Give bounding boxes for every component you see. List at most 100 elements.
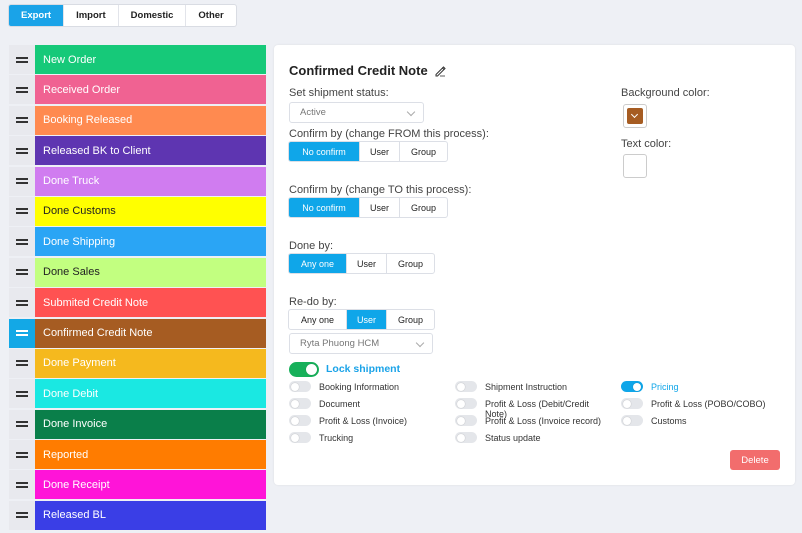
process-label[interactable]: Done Invoice <box>35 409 266 439</box>
confirm-to-option-group[interactable]: Group <box>399 198 447 217</box>
redo-by-option-group[interactable]: Group <box>386 310 434 329</box>
permission-toggle[interactable] <box>289 432 311 443</box>
text-color-picker[interactable] <box>623 154 647 178</box>
tab-export[interactable]: Export <box>9 5 64 26</box>
process-label[interactable]: Done Truck <box>35 166 266 196</box>
confirm-from-option-group[interactable]: Group <box>399 142 447 161</box>
process-row[interactable]: Confirmed Credit Note <box>9 318 266 348</box>
done-by-option-group[interactable]: Group <box>386 254 434 273</box>
redo-by-segmented: Any one User Group <box>288 309 435 330</box>
process-label[interactable]: Confirmed Credit Note <box>35 318 266 348</box>
process-label[interactable]: Done Shipping <box>35 227 266 257</box>
process-row[interactable]: Done Receipt <box>9 470 266 500</box>
redo-user-select[interactable]: Ryta Phuong HCM <box>289 333 433 354</box>
shipment-status-select[interactable]: Active <box>289 102 424 123</box>
permission-toggle[interactable] <box>621 398 643 409</box>
tab-other[interactable]: Other <box>185 5 235 26</box>
drag-handle-icon[interactable] <box>9 318 35 348</box>
lock-shipment-toggle[interactable] <box>289 362 319 377</box>
permission-toggle[interactable] <box>289 415 311 426</box>
process-label[interactable]: Done Sales <box>35 257 266 287</box>
process-label[interactable]: Submited Credit Note <box>35 288 266 318</box>
process-row[interactable]: Done Invoice <box>9 409 266 439</box>
background-color-picker[interactable] <box>623 104 647 128</box>
process-row[interactable]: Booking Released <box>9 105 266 135</box>
confirm-from-option-user[interactable]: User <box>359 142 399 161</box>
process-type-tabs: Export Import Domestic Other <box>8 4 237 27</box>
permission-toggle[interactable] <box>455 398 477 409</box>
process-row[interactable]: Reported <box>9 440 266 470</box>
toggle-knob <box>291 382 299 391</box>
permission-toggle[interactable] <box>621 415 643 426</box>
tab-domestic[interactable]: Domestic <box>117 5 186 26</box>
permission-toggle[interactable] <box>455 432 477 443</box>
confirm-to-option-no-confirm[interactable]: No confirm <box>289 198 359 217</box>
process-label[interactable]: Done Receipt <box>35 470 266 500</box>
process-row[interactable]: Done Customs <box>9 196 266 226</box>
process-label[interactable]: Released BK to Client <box>35 136 266 166</box>
process-label[interactable]: New Order <box>35 45 266 74</box>
drag-handle-icon[interactable] <box>9 500 35 530</box>
drag-handle-icon[interactable] <box>9 166 35 196</box>
permission-label: Profit & Loss (Invoice record) <box>485 416 602 426</box>
permission-toggle[interactable] <box>289 381 311 392</box>
confirm-from-option-no-confirm[interactable]: No confirm <box>289 142 359 161</box>
process-label[interactable]: Reported <box>35 440 266 470</box>
process-row[interactable]: Done Sales <box>9 257 266 287</box>
drag-handle-icon[interactable] <box>9 379 35 409</box>
permission-label: Status update <box>485 433 541 443</box>
drag-handle-icon[interactable] <box>9 470 35 500</box>
chevron-down-icon <box>630 110 639 119</box>
drag-handle-icon[interactable] <box>9 440 35 470</box>
edit-icon[interactable] <box>434 65 446 77</box>
process-row[interactable]: Done Payment <box>9 348 266 378</box>
permission-toggle[interactable] <box>455 415 477 426</box>
process-label[interactable]: Done Payment <box>35 348 266 378</box>
process-row[interactable]: New Order <box>9 45 266 74</box>
drag-lines-icon <box>16 178 28 185</box>
drag-handle-icon[interactable] <box>9 136 35 166</box>
drag-handle-icon[interactable] <box>9 75 35 105</box>
delete-button[interactable]: Delete <box>730 450 780 470</box>
process-label[interactable]: Released BL <box>35 500 266 530</box>
toggle-knob <box>623 416 631 425</box>
permission-toggle[interactable] <box>289 398 311 409</box>
process-label[interactable]: Received Order <box>35 75 266 105</box>
drag-handle-icon[interactable] <box>9 196 35 226</box>
drag-handle-icon[interactable] <box>9 45 35 74</box>
background-color-label: Background color: <box>621 87 710 99</box>
done-by-option-user[interactable]: User <box>346 254 386 273</box>
redo-by-option-user[interactable]: User <box>346 310 386 329</box>
confirm-from-label: Confirm by (change FROM this process): <box>289 128 489 140</box>
redo-by-label: Re-do by: <box>289 296 337 308</box>
drag-lines-icon <box>16 390 28 397</box>
drag-handle-icon[interactable] <box>9 257 35 287</box>
process-row[interactable]: Released BK to Client <box>9 136 266 166</box>
drag-lines-icon <box>16 147 28 154</box>
process-row[interactable]: Done Truck <box>9 166 266 196</box>
permission-toggle[interactable] <box>621 381 643 392</box>
permission-label: Trucking <box>319 433 354 443</box>
process-row[interactable]: Done Debit <box>9 379 266 409</box>
process-row[interactable]: Received Order <box>9 75 266 105</box>
drag-handle-icon[interactable] <box>9 105 35 135</box>
done-by-option-any-one[interactable]: Any one <box>289 254 346 273</box>
process-label[interactable]: Booking Released <box>35 105 266 135</box>
permission-toggle[interactable] <box>455 381 477 392</box>
drag-handle-icon[interactable] <box>9 288 35 318</box>
process-label[interactable]: Done Debit <box>35 379 266 409</box>
drag-handle-icon[interactable] <box>9 227 35 257</box>
process-label[interactable]: Done Customs <box>35 196 266 226</box>
process-row[interactable]: Done Shipping <box>9 227 266 257</box>
drag-handle-icon[interactable] <box>9 348 35 378</box>
done-by-label: Done by: <box>289 240 334 252</box>
lock-shipment-label: Lock shipment <box>326 363 401 375</box>
redo-by-option-any-one[interactable]: Any one <box>300 314 335 325</box>
confirm-to-option-user[interactable]: User <box>359 198 399 217</box>
drag-handle-icon[interactable] <box>9 409 35 439</box>
process-row[interactable]: Submited Credit Note <box>9 288 266 318</box>
drag-lines-icon <box>16 238 28 245</box>
process-row[interactable]: Released BL <box>9 500 266 530</box>
tab-import[interactable]: Import <box>63 5 118 26</box>
toggle-knob <box>291 416 299 425</box>
